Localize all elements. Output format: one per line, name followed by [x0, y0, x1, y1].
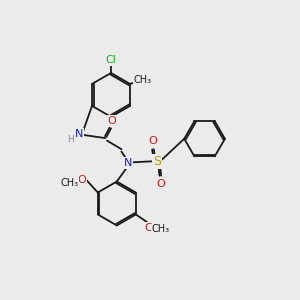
Text: N: N — [124, 158, 133, 168]
Text: O: O — [145, 223, 154, 233]
Text: O: O — [156, 179, 165, 189]
Text: N: N — [74, 129, 83, 139]
Text: H: H — [67, 135, 74, 144]
Text: O: O — [148, 136, 157, 146]
Text: O: O — [108, 116, 116, 126]
Text: CH₃: CH₃ — [134, 75, 152, 85]
Text: S: S — [153, 155, 161, 168]
Text: O: O — [77, 176, 86, 185]
Text: CH₃: CH₃ — [60, 178, 79, 188]
Text: Cl: Cl — [106, 55, 116, 65]
Text: CH₃: CH₃ — [152, 224, 170, 234]
